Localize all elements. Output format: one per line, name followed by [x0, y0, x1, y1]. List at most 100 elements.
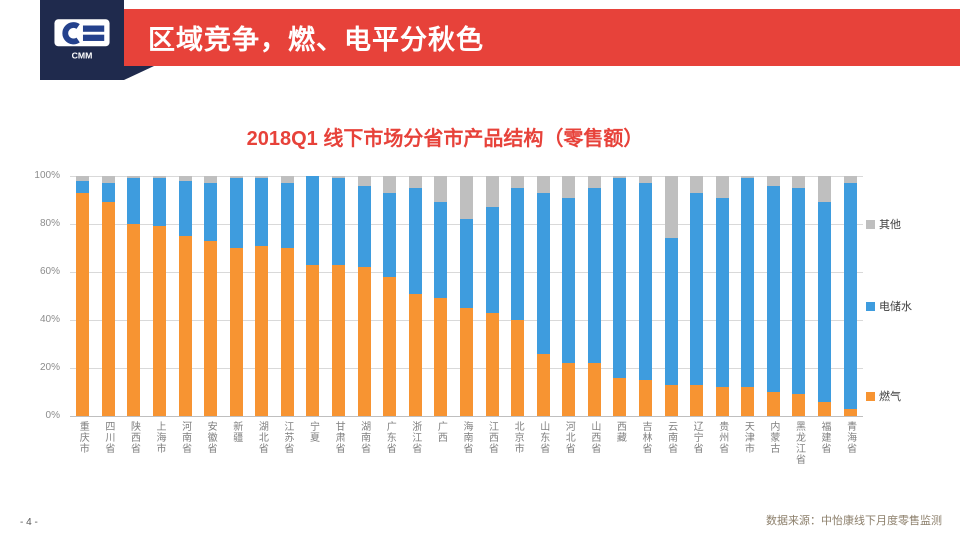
- y-axis-tick: 80%: [39, 218, 60, 229]
- bar-segment-electric: [101, 183, 115, 203]
- bar-segment-electric: [280, 183, 294, 248]
- bar-segment-other: [101, 176, 115, 184]
- bar-segment-gas: [357, 267, 371, 416]
- bar-wrap: [741, 176, 755, 416]
- legend-label: 燃气: [879, 391, 901, 403]
- bar-segment-electric: [741, 178, 755, 388]
- bar-segment-other: [76, 176, 90, 181]
- stacked-bar: [843, 176, 857, 416]
- x-axis-label: 海南省: [460, 420, 472, 454]
- bar-column: 北京市: [505, 176, 531, 496]
- bar-segment-electric: [357, 185, 371, 268]
- x-axis-label: 北京市: [512, 421, 524, 454]
- bar-column: 内蒙古: [761, 176, 787, 496]
- y-axis-tick: 0%: [45, 410, 60, 421]
- data-source: 数据来源：中怡康线下月度零售监测: [766, 515, 942, 527]
- bar-column: 河北省: [556, 176, 582, 496]
- bar-segment-other: [741, 176, 755, 179]
- stacked-bar: [357, 176, 371, 416]
- bar-segment-other: [536, 176, 550, 193]
- x-axis-label: 河北省: [563, 420, 575, 454]
- bar-wrap: [229, 176, 243, 416]
- bar-segment-electric: [562, 197, 576, 364]
- bar-column: 湖北省: [249, 176, 275, 496]
- bar-segment-gas: [792, 394, 806, 416]
- bar-segment-electric: [255, 178, 269, 246]
- x-axis-label: 天津市: [742, 420, 754, 454]
- bar-segment-electric: [178, 180, 192, 236]
- bar-segment-other: [357, 176, 371, 186]
- logo-text: CMM: [72, 50, 93, 60]
- bar-segment-gas: [204, 240, 218, 416]
- chart-title-row: 2018Q1 线下市场分省市产品结构（零售额）: [0, 122, 890, 151]
- y-axis-tick: 40%: [39, 314, 60, 325]
- x-axis-label: 宁夏: [307, 420, 319, 443]
- bar-segment-gas: [178, 235, 192, 416]
- slide-title: 区域竞争，燃、电平分秋色: [148, 25, 484, 55]
- stacked-bar: [229, 176, 243, 416]
- bar-segment-other: [792, 176, 806, 188]
- bar-column: 江西省: [479, 176, 505, 496]
- bar-column: 宁夏: [300, 176, 326, 496]
- y-axis-tick: 100%: [34, 170, 60, 181]
- header-banner: 区域竞争，燃、电平分秋色: [124, 9, 960, 66]
- bar-segment-other: [613, 176, 627, 179]
- bar-column: 山东省: [530, 176, 556, 496]
- bar-wrap: [485, 176, 499, 416]
- bar-segment-gas: [434, 298, 448, 416]
- stacked-bar: [613, 176, 627, 416]
- stacked-bar: [204, 176, 218, 416]
- bar-column: 甘肃省: [326, 176, 352, 496]
- bar-column: 湖南省: [351, 176, 377, 496]
- bar-column: 上海市: [147, 176, 173, 496]
- bar-segment-electric: [204, 183, 218, 241]
- x-axis-label: 河南省: [179, 420, 191, 454]
- bar-segment-electric: [434, 202, 448, 299]
- bar-wrap: [511, 176, 525, 416]
- bar-wrap: [153, 176, 167, 416]
- bar-segment-electric: [229, 178, 243, 248]
- stacked-bar: [306, 176, 320, 416]
- stacked-bar: [818, 176, 832, 416]
- bar-segment-gas: [690, 384, 704, 416]
- x-axis-label: 湖北省: [256, 420, 268, 454]
- bar-wrap: [127, 176, 141, 416]
- bar-column: 广东省: [377, 176, 403, 496]
- bar-segment-electric: [511, 188, 525, 320]
- header: CMM 区域竞争，燃、电平分秋色: [0, 0, 960, 80]
- stacked-bar-chart: 100% 80% 60% 40% 20% 0% 重庆市 四川省 陕西省 上海市 河南省 安徽省 新疆湖…: [18, 170, 960, 506]
- bar-segment-other: [332, 176, 346, 179]
- bar-wrap: [178, 176, 192, 416]
- bar-wrap: [204, 176, 218, 416]
- bar-segment-other: [459, 176, 473, 220]
- stacked-bar: [255, 176, 269, 416]
- bar-segment-other: [408, 176, 422, 188]
- bar-segment-other: [229, 176, 243, 179]
- x-axis-label: 福建省: [819, 420, 831, 454]
- x-axis-label: 广东省: [384, 420, 396, 454]
- stacked-bar: [639, 176, 652, 416]
- bar-column: 重庆市: [70, 176, 96, 496]
- x-axis-label: 青海省: [844, 420, 856, 454]
- bar-segment-gas: [766, 391, 780, 416]
- x-axis-label: 江苏省: [281, 420, 293, 454]
- bar-column: 西藏: [607, 176, 633, 496]
- bar-segment-other: [562, 176, 576, 198]
- legend-swatch: [866, 219, 875, 229]
- stacked-bar: [536, 176, 550, 416]
- bar-segment-electric: [664, 238, 678, 385]
- x-axis-label: 山西省: [588, 420, 600, 454]
- bar-segment-gas: [229, 247, 243, 416]
- bar-wrap: [383, 176, 397, 416]
- bar-column: 天津市: [735, 176, 761, 496]
- bar-column: 浙江省: [403, 176, 429, 496]
- bar-wrap: [766, 176, 780, 416]
- bar-segment-electric: [715, 197, 729, 388]
- x-axis-label: 浙江省: [409, 420, 421, 454]
- legend-label: 电储水: [879, 301, 912, 313]
- cmm-logo-icon: CMM: [54, 19, 110, 60]
- stacked-bar: [741, 176, 755, 416]
- bar-segment-gas: [127, 223, 141, 416]
- x-axis-label: 黑龙江省: [793, 420, 805, 465]
- bar-segment-other: [383, 176, 397, 193]
